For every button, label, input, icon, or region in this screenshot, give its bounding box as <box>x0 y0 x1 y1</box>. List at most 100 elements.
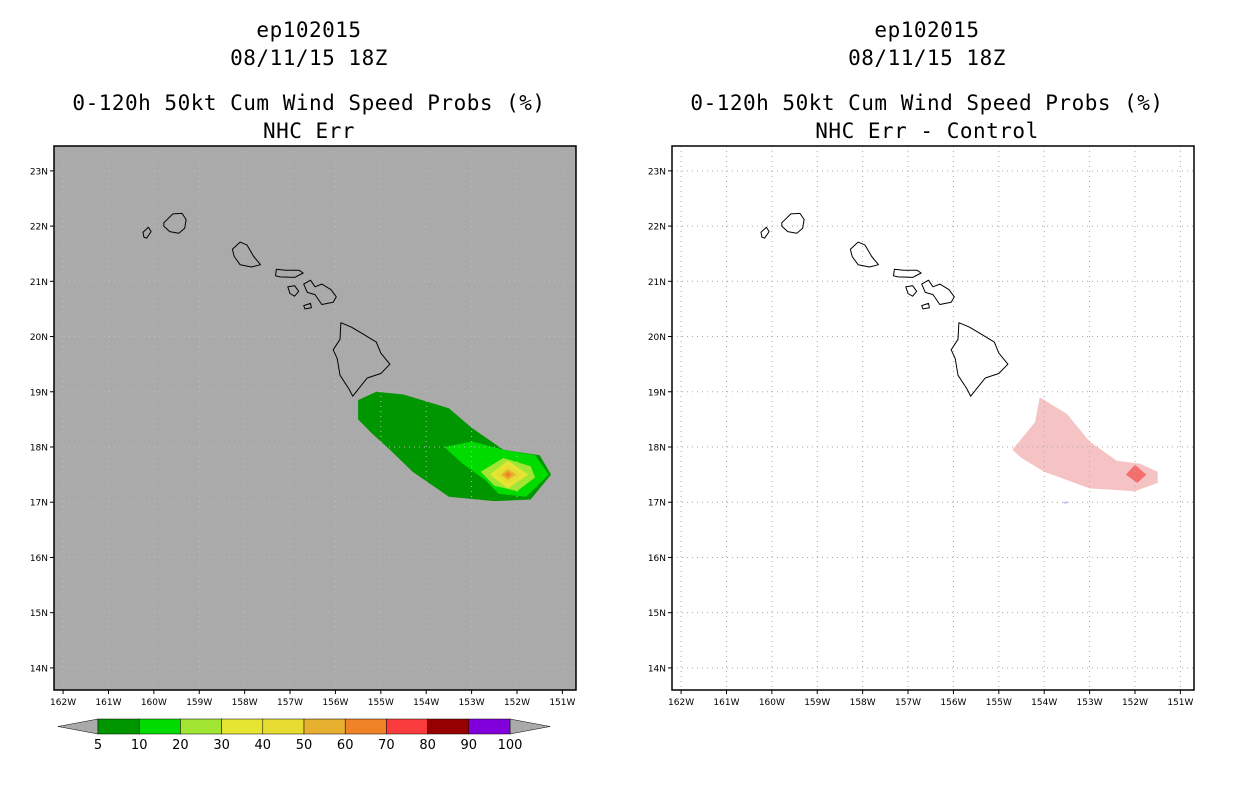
big-island-outline <box>950 322 1009 397</box>
map-background <box>54 146 576 690</box>
lat-label: 18N <box>648 443 666 453</box>
lat-label: 21N <box>648 278 666 288</box>
lon-label: 151W <box>549 698 575 708</box>
lat-label: 18N <box>30 443 48 453</box>
molokai-outline <box>275 268 304 278</box>
colorbar-swatch <box>468 718 511 735</box>
colorbar-label: 80 <box>419 738 436 753</box>
colorbar: 5 10 20 30 40 50 60 70 80 90 100 <box>57 718 551 753</box>
lon-label: 161W <box>95 698 121 708</box>
lon-label: 153W <box>1077 698 1103 708</box>
colorbar-swatch <box>386 718 428 735</box>
lat-label: 17N <box>648 499 666 509</box>
big-island-outline <box>332 322 391 397</box>
lat-label: 22N <box>30 223 48 233</box>
lon-label: 159W <box>804 698 830 708</box>
diff-1-3-area <box>1012 397 1158 492</box>
colorbar-label: 70 <box>378 738 395 753</box>
lon-label: 159W <box>186 698 212 708</box>
difference-map: 23N 22N 21N 20N 19N 18N 17N 16N 15N 14N 162W 161W 16… <box>648 145 1195 708</box>
grid-lines <box>672 146 1194 690</box>
lon-label: 160W <box>141 698 167 708</box>
kahoolawe-outline <box>303 302 312 310</box>
colorbar-label: 20 <box>172 738 189 753</box>
colorbar-label: 50 <box>296 738 313 753</box>
lon-label: 151W <box>1167 698 1193 708</box>
colorbar-label: 100 <box>498 738 523 753</box>
colorbar-swatch <box>97 718 140 735</box>
grid-lines <box>54 146 576 690</box>
subtitle: NHC Err <box>262 119 355 143</box>
lat-label: 14N <box>648 664 666 674</box>
lat-label: 19N <box>648 388 666 398</box>
lon-label: 162W <box>50 698 76 708</box>
left-panel: ep102015 08/11/15 18Z 0-120h 50kt Cum Wi… <box>30 18 577 753</box>
lat-label: 14N <box>30 664 48 674</box>
map-frame: 23N 22N 21N 20N 19N 18N 17N 16N 15N 14N 162W 161W 16… <box>30 145 577 708</box>
lanai-outline <box>905 285 918 297</box>
lat-label: 19N <box>30 388 48 398</box>
lon-label: 154W <box>413 698 439 708</box>
colorbar-label: 30 <box>213 738 230 753</box>
lon-label: 158W <box>232 698 258 708</box>
lat-label: 17N <box>30 499 48 509</box>
colorbar-label: 5 <box>94 738 102 753</box>
niihau-outline <box>142 226 152 239</box>
colorbar-swatch <box>180 718 222 735</box>
kauai-outline <box>163 212 187 234</box>
colorbar-over-triangle <box>509 718 551 735</box>
lat-label: 20N <box>648 333 666 343</box>
oahu-outline <box>849 241 879 268</box>
colorbar-swatch <box>221 718 264 735</box>
colorbar-label: 10 <box>131 738 148 753</box>
right-panel: ep102015 08/11/15 18Z 0-120h 50kt Cum Wi… <box>618 0 1236 800</box>
storm-id-title: ep102015 <box>256 18 362 42</box>
lon-label: 152W <box>504 698 530 708</box>
oahu-outline <box>231 241 261 268</box>
prob-60-70-area <box>504 471 512 478</box>
colorbar-swatch <box>262 718 305 735</box>
maui-outline <box>303 279 337 305</box>
colorbar-label: 60 <box>337 738 354 753</box>
map-border <box>53 145 577 691</box>
diff-3-5-area <box>1125 464 1147 483</box>
colorbar-label: 40 <box>255 738 272 753</box>
lon-label: 155W <box>368 698 394 708</box>
colorbar-under-triangle <box>57 718 99 735</box>
lanai-outline <box>287 285 300 297</box>
lat-label: 22N <box>648 223 666 233</box>
lat-label: 23N <box>648 167 666 177</box>
kauai-outline <box>781 212 805 234</box>
lon-label: 160W <box>759 698 785 708</box>
date-title: 08/11/15 18Z <box>230 46 388 70</box>
map-background <box>672 146 1194 690</box>
date-title: 08/11/15 18Z <box>848 46 1006 70</box>
lon-label: 157W <box>895 698 921 708</box>
subtitle: NHC Err - Control <box>815 119 1039 143</box>
probability-map: 23N 22N 21N 20N 19N 18N 17N 16N 15N 14N 162W 161W 16… <box>30 145 577 753</box>
lon-label: 158W <box>850 698 876 708</box>
molokai-outline <box>893 268 922 278</box>
lon-label: 152W <box>1122 698 1148 708</box>
lon-label: 157W <box>277 698 303 708</box>
lon-label: 153W <box>459 698 485 708</box>
storm-id-title: ep102015 <box>874 18 980 42</box>
lon-label: 154W <box>1031 698 1057 708</box>
colorbar-label: 90 <box>461 738 478 753</box>
product-title: 0-120h 50kt Cum Wind Speed Probs (%) <box>690 91 1164 115</box>
colorbar-swatch <box>427 718 470 735</box>
map-frame: 23N 22N 21N 20N 19N 18N 17N 16N 15N 14N 162W 161W 16… <box>648 145 1195 708</box>
lon-label: 155W <box>986 698 1012 708</box>
lat-label: 16N <box>30 554 48 564</box>
lat-label: 16N <box>648 554 666 564</box>
colorbar-swatch <box>344 718 387 735</box>
lat-label: 15N <box>30 609 48 619</box>
kahoolawe-outline <box>921 302 930 310</box>
lat-label: 23N <box>30 167 48 177</box>
niihau-outline <box>760 226 770 239</box>
lat-label: 21N <box>30 278 48 288</box>
lat-label: 15N <box>648 609 666 619</box>
lon-label: 161W <box>713 698 739 708</box>
maui-outline <box>921 279 955 305</box>
lon-label: 156W <box>322 698 348 708</box>
